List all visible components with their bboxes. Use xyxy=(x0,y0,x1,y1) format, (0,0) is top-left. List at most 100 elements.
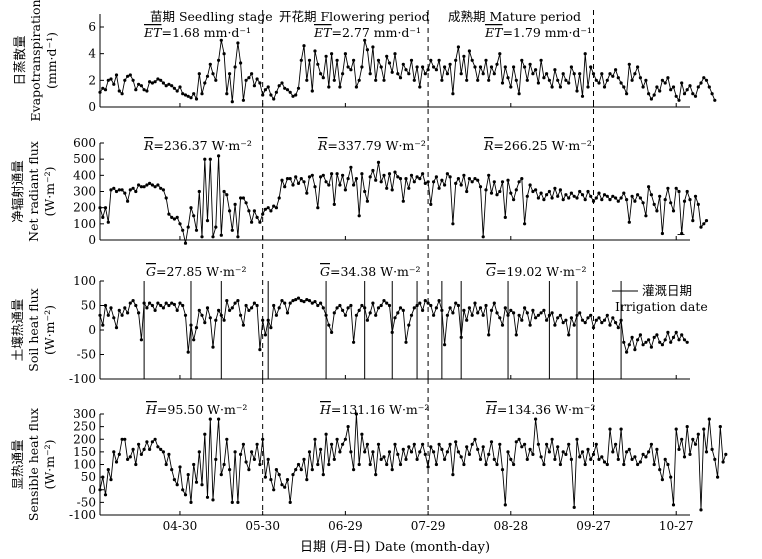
data-point xyxy=(655,333,659,337)
data-point xyxy=(335,58,339,62)
data-point xyxy=(545,72,549,76)
data-point xyxy=(170,301,174,305)
data-point xyxy=(341,173,345,177)
data-point xyxy=(106,468,110,472)
data-point xyxy=(451,473,455,477)
mean-annotation: R=236.37 W·m⁻² xyxy=(143,138,252,153)
data-point xyxy=(619,318,623,322)
data-point xyxy=(376,160,381,164)
mean-annotation: H=95.50 W·m⁻² xyxy=(145,402,247,417)
data-point xyxy=(583,52,587,56)
data-point xyxy=(669,340,673,344)
data-point xyxy=(244,201,248,205)
data-point xyxy=(699,508,703,512)
mean-value: =131.16 W·m⁻² xyxy=(331,402,429,417)
data-point xyxy=(597,457,601,461)
data-point xyxy=(131,299,135,303)
data-point xyxy=(713,457,717,461)
y-tick-label: 150 xyxy=(73,445,96,459)
data-point xyxy=(214,78,218,82)
data-point xyxy=(674,186,678,190)
x-tick-label: 09-27 xyxy=(576,519,611,533)
data-point xyxy=(203,321,207,325)
data-point xyxy=(412,306,416,310)
data-point xyxy=(498,442,502,446)
data-point xyxy=(230,228,234,232)
data-point xyxy=(214,457,218,461)
data-point xyxy=(437,442,441,446)
data-point xyxy=(385,54,389,58)
data-point xyxy=(619,81,623,85)
data-point xyxy=(619,196,623,200)
mean-annotation: H=131.16 W·m⁻² xyxy=(319,402,429,417)
data-point xyxy=(280,178,284,182)
data-point xyxy=(365,48,369,52)
data-point xyxy=(112,186,116,190)
data-point xyxy=(159,447,163,451)
data-point xyxy=(602,85,607,89)
data-point xyxy=(542,308,546,312)
panel-g: -100 -50 0 50 100 土壤热通量 Soil heat flux (W·m⁻²) G… xyxy=(10,264,690,386)
data-point xyxy=(622,462,626,467)
data-point xyxy=(170,468,174,472)
data-point xyxy=(534,188,538,192)
data-point xyxy=(556,445,560,449)
data-point xyxy=(161,81,165,85)
data-point xyxy=(252,301,256,305)
data-point xyxy=(443,183,447,187)
data-point xyxy=(426,301,430,305)
data-point xyxy=(655,85,659,89)
data-point xyxy=(409,173,414,177)
data-point xyxy=(126,199,130,203)
data-point xyxy=(492,72,496,76)
data-point xyxy=(680,437,684,441)
data-point xyxy=(467,49,471,53)
data-point xyxy=(101,215,105,219)
data-point xyxy=(128,301,132,305)
data-point xyxy=(652,202,656,206)
data-point xyxy=(167,212,171,216)
data-point xyxy=(691,219,695,223)
data-point xyxy=(352,58,356,62)
data-point xyxy=(658,194,662,198)
data-point xyxy=(611,74,615,78)
data-point xyxy=(266,318,270,322)
data-point xyxy=(625,350,629,354)
data-point xyxy=(432,65,436,69)
data-point xyxy=(219,473,223,477)
data-point xyxy=(277,196,281,200)
data-point xyxy=(614,68,618,72)
data-point xyxy=(688,198,692,202)
data-point xyxy=(150,303,154,308)
data-point xyxy=(636,338,640,342)
y-label-unit: (W·m⁻²) xyxy=(42,166,57,216)
data-point xyxy=(547,450,552,454)
data-point xyxy=(365,318,369,322)
data-point xyxy=(478,457,483,461)
legend-label-en: Irrigation date xyxy=(615,299,708,314)
data-point xyxy=(401,447,405,451)
data-point xyxy=(459,455,463,459)
data-point xyxy=(586,316,590,320)
data-point xyxy=(572,194,576,198)
data-point xyxy=(205,306,210,310)
data-point xyxy=(517,437,521,441)
data-point xyxy=(327,462,331,467)
data-point xyxy=(288,301,292,305)
data-point xyxy=(586,85,590,89)
data-point xyxy=(393,316,397,320)
data-point xyxy=(208,316,212,320)
data-point xyxy=(611,450,615,454)
data-point xyxy=(644,214,648,218)
data-point xyxy=(396,452,400,456)
data-point xyxy=(671,335,676,339)
data-point xyxy=(412,442,416,446)
data-point xyxy=(330,172,334,176)
x-tick-label: 06-29 xyxy=(328,519,363,533)
data-point xyxy=(241,442,245,446)
data-point xyxy=(161,306,165,310)
data-point xyxy=(666,330,670,334)
data-point xyxy=(492,301,496,305)
data-point xyxy=(693,194,698,198)
